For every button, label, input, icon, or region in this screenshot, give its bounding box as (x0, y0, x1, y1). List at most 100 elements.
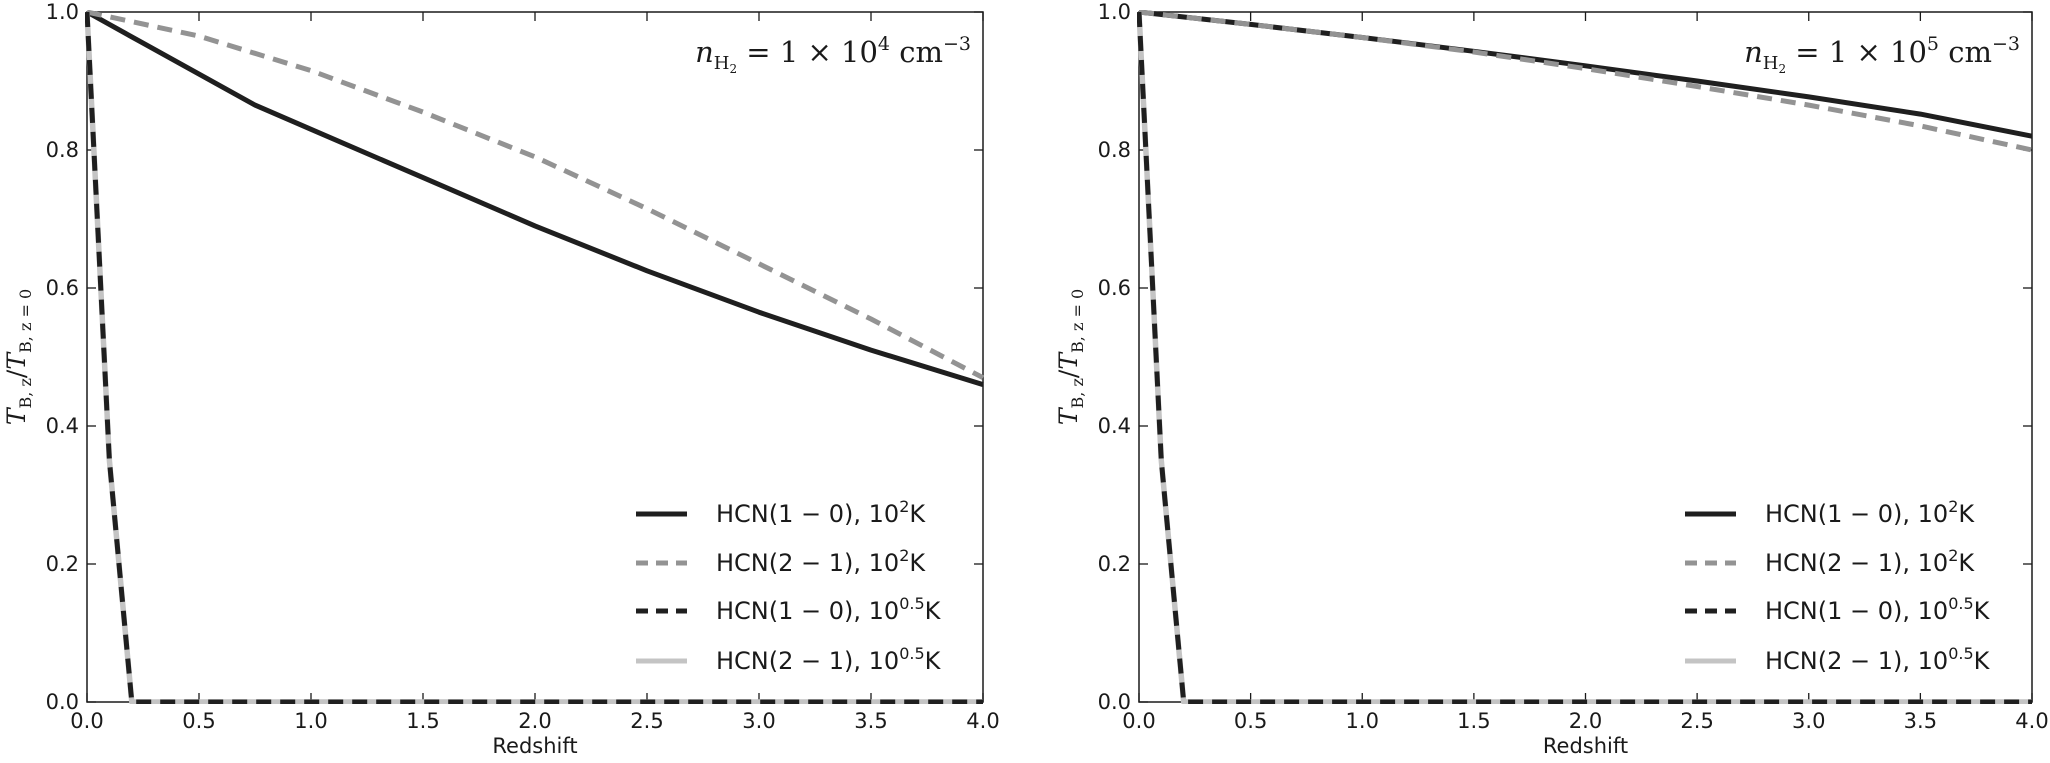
legend-label-unit: K (1974, 647, 1991, 675)
x-tick-label: 0.5 (1234, 709, 1267, 733)
annotation-exponent: 5 (1927, 33, 1939, 55)
legend-label-3: HCN(1 − 0), 100.5K (1765, 594, 1991, 625)
legend-label-exp: 2 (1948, 546, 1958, 565)
y-axis-label: TB, z/TB, z = 0 (1054, 289, 1087, 425)
series-line-3 (1137, 11, 2032, 704)
x-axis-label: Redshift (1543, 734, 1628, 758)
legend-label-exp: 0.5 (899, 594, 924, 613)
x-tick-label: 2.0 (518, 709, 551, 733)
x-tick-label: 2.5 (630, 709, 663, 733)
legend-label-unit: K (1958, 500, 1975, 528)
legend-label-4: HCN(2 − 1), 100.5K (716, 644, 942, 675)
legend-label-base: HCN(2 − 1), 10 (716, 549, 899, 577)
y-tick-label: 0.8 (46, 138, 79, 162)
y-label-slash: / (1054, 369, 1083, 378)
legend-label-unit: K (909, 549, 926, 577)
y-label-sub1: B, z (1068, 378, 1087, 408)
legend-label-base: HCN(1 − 0), 10 (716, 500, 899, 528)
y-tick-label: 0.4 (46, 414, 79, 438)
annotation-sub2: 2 (1778, 62, 1786, 76)
x-tick-label: 3.0 (1792, 709, 1825, 733)
annotation-body: = 1 × 10 (737, 35, 878, 69)
legend-label-base: HCN(2 − 1), 10 (1765, 647, 1948, 675)
series-line-3 (85, 11, 983, 704)
legend-label-exp: 2 (1948, 497, 1958, 516)
legend-label-exp: 2 (899, 497, 909, 516)
x-tick-label: 3.0 (742, 709, 775, 733)
legend-label-base: HCN(1 − 0), 10 (716, 597, 899, 625)
legend-label-exp: 2 (899, 546, 909, 565)
legend-label-base: HCN(2 − 1), 10 (1765, 549, 1948, 577)
annotation-unit: cm (890, 35, 943, 69)
x-tick-label: 4.0 (966, 709, 999, 733)
x-tick-label: 3.5 (1904, 709, 1937, 733)
x-tick-label: 0.0 (1122, 709, 1155, 733)
y-label-slash: / (2, 369, 31, 378)
annotation-unit-exponent: −3 (943, 33, 971, 55)
series-line-2 (86, 10, 985, 380)
annotation-body: = 1 × 10 (1786, 35, 1927, 69)
annotation-unit-exponent: −3 (1992, 33, 2020, 55)
legend-label-unit: K (925, 647, 942, 675)
legend-label-exp: 0.5 (899, 644, 924, 663)
legend-label-1: HCN(1 − 0), 102K (1765, 497, 1975, 528)
x-tick-label: 2.5 (1680, 709, 1713, 733)
x-tick-label: 4.0 (2015, 709, 2048, 733)
y-label-t1: T (1054, 406, 1083, 425)
y-label-sub2: B, z = 0 (16, 289, 35, 353)
annotation-exponent: 4 (878, 33, 890, 55)
y-tick-label: 0.8 (1098, 138, 1131, 162)
x-tick-label: 1.5 (1457, 709, 1490, 733)
legend-label-4: HCN(2 − 1), 100.5K (1765, 644, 1991, 675)
legend-label-exp: 0.5 (1948, 594, 1973, 613)
x-tick-label: 3.5 (854, 709, 887, 733)
x-tick-label: 2.0 (1569, 709, 1602, 733)
legend-label-base: HCN(1 − 0), 10 (1765, 500, 1948, 528)
x-axis-label: Redshift (492, 734, 577, 758)
y-tick-label: 0.6 (1098, 276, 1131, 300)
legend-label-base: HCN(2 − 1), 10 (716, 647, 899, 675)
legend-label-3: HCN(1 − 0), 100.5K (716, 594, 942, 625)
legend-label-unit: K (1974, 597, 1991, 625)
y-label-t2: T (2, 351, 31, 370)
y-tick-label: 0.2 (46, 552, 79, 576)
series-line-1 (85, 10, 984, 387)
x-tick-label: 0.5 (182, 709, 215, 733)
y-tick-label: 0.4 (1098, 414, 1131, 438)
annotation-n: n (1744, 35, 1763, 69)
y-label-sub2: B, z = 0 (1068, 289, 1087, 353)
y-tick-label: 0.6 (46, 276, 79, 300)
y-label-t1: T (2, 406, 31, 425)
y-axis-label: TB, z/TB, z = 0 (2, 289, 35, 425)
legend-label-2: HCN(2 − 1), 102K (1765, 546, 1975, 577)
y-label-sub1: B, z (16, 378, 35, 408)
legend-label-exp: 0.5 (1948, 644, 1973, 663)
legend-label-base: HCN(1 − 0), 10 (1765, 597, 1948, 625)
annotation-unit: cm (1939, 35, 1992, 69)
y-tick-label: 1.0 (46, 0, 79, 24)
annotation-sub: H (1763, 53, 1779, 74)
annotation-sub2: 2 (729, 62, 737, 76)
density-annotation: nH2 = 1 × 104 cm−3 (695, 33, 971, 76)
density-annotation: nH2 = 1 × 105 cm−3 (1744, 33, 2020, 76)
legend-label-unit: K (909, 500, 926, 528)
x-tick-label: 1.5 (406, 709, 439, 733)
y-label-t2: T (1054, 351, 1083, 370)
legend-label-unit: K (925, 597, 942, 625)
legend-label-1: HCN(1 − 0), 102K (716, 497, 926, 528)
series-line-2 (1138, 10, 2033, 153)
y-tick-label: 0.2 (1098, 552, 1131, 576)
legend-label-unit: K (1958, 549, 1975, 577)
legend-label-2: HCN(2 − 1), 102K (716, 546, 926, 577)
annotation-n: n (695, 35, 714, 69)
y-tick-label: 0.0 (1098, 690, 1131, 714)
x-tick-label: 1.0 (1346, 709, 1379, 733)
series-line-1 (1138, 10, 2033, 139)
y-tick-label: 0.0 (46, 690, 79, 714)
chart-panel-2: 0.0 0.5 1.0 1.5 2.0 2.5 3.0 3.5 4.0 0.0 0.2 0.4 0.6 0… (1054, 0, 2049, 758)
y-tick-label: 1.0 (1098, 0, 1131, 24)
x-tick-label: 0.0 (70, 709, 103, 733)
